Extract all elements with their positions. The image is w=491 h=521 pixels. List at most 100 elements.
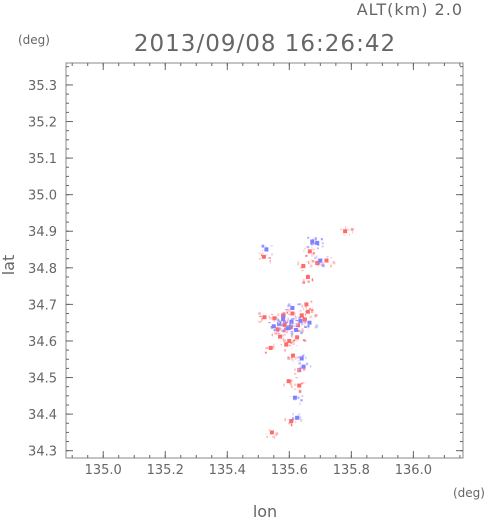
echo-speckle [274, 331, 277, 335]
echo-speckle [312, 259, 315, 263]
echo-speckle [301, 306, 304, 309]
echo-speckle [295, 323, 298, 326]
echo-point [305, 309, 310, 314]
echo-speckle [305, 306, 307, 309]
echo-speckle [280, 323, 284, 327]
echo-speckle [268, 428, 271, 432]
echo-speckle [320, 264, 324, 266]
echo-speckle [299, 366, 303, 369]
echo-speckle [276, 330, 279, 333]
echo-point [287, 339, 292, 343]
echo-point [343, 229, 348, 234]
echo-speckle [291, 325, 293, 329]
echo-point [290, 306, 295, 310]
echo-point [318, 258, 323, 263]
echo-speckle [284, 349, 286, 352]
echo-speckle [300, 329, 303, 332]
echo-speckle [293, 317, 295, 321]
echo-speckle [298, 390, 302, 393]
echo-speckle [301, 304, 304, 307]
echo-speckle [310, 300, 313, 303]
echo-speckle [286, 317, 289, 320]
y-axis-label: lat [0, 255, 18, 276]
echo-speckle [300, 419, 303, 422]
y-tick-label: 35.3 [28, 79, 57, 94]
echo-speckle [309, 316, 312, 319]
echo-speckle [314, 237, 317, 241]
echo-speckle [314, 315, 316, 318]
y-tick-label: 35.2 [28, 116, 57, 131]
echo-speckle [276, 325, 278, 327]
echo-speckle [257, 320, 260, 323]
echo-speckle [307, 327, 309, 330]
echo-speckle [301, 269, 304, 272]
echo-speckle [284, 312, 287, 315]
data-points [257, 226, 354, 440]
echo-speckle [297, 329, 301, 332]
x-unit-label: (deg) [453, 486, 485, 500]
y-tick-label: 34.6 [28, 335, 57, 350]
echo-speckle [286, 319, 289, 323]
altitude-label: ALT(km) 2.0 [357, 0, 463, 19]
echo-speckle [299, 303, 301, 306]
echo-speckle [292, 340, 295, 343]
echo-speckle [278, 327, 282, 329]
echo-speckle [282, 329, 285, 333]
echo-speckle [261, 249, 263, 251]
echo-speckle [311, 242, 314, 246]
echo-point [295, 335, 300, 340]
echo-speckle [282, 314, 286, 318]
echo-speckle [287, 418, 290, 420]
y-tick-label: 34.4 [28, 408, 57, 423]
echo-speckle [332, 260, 335, 264]
echo-speckle [344, 226, 347, 229]
echo-speckle [301, 381, 305, 384]
echo-speckle [294, 373, 297, 375]
echo-speckle [347, 228, 350, 231]
echo-speckle [291, 332, 295, 336]
echo-speckle [311, 248, 315, 251]
echo-speckle [287, 305, 290, 308]
echo-speckle [274, 434, 278, 437]
x-tick-label: 135.8 [333, 463, 370, 478]
echo-speckle [275, 432, 279, 436]
x-tick-label: 136.0 [395, 463, 432, 478]
echo-speckle [298, 363, 301, 365]
echo-speckle [272, 343, 275, 346]
echo-speckle [287, 308, 291, 312]
echo-speckle [289, 328, 292, 330]
echo-speckle [317, 247, 319, 250]
echo-point [269, 430, 274, 435]
echo-point [286, 379, 291, 384]
echo-speckle [289, 396, 292, 398]
x-tick-label: 135.4 [209, 463, 246, 478]
echo-speckle [295, 315, 296, 318]
echo-speckle [262, 252, 264, 254]
echo-speckle [314, 314, 318, 317]
echo-speckle [269, 261, 271, 264]
echo-speckle [288, 313, 290, 316]
echo-point [307, 249, 312, 254]
echo-point [305, 275, 310, 279]
echo-speckle [277, 321, 280, 324]
echo-speckle [289, 382, 292, 386]
echo-speckle [292, 412, 294, 416]
echo-speckle [311, 260, 315, 263]
echo-speckle [274, 320, 276, 323]
echo-point [294, 328, 299, 332]
echo-speckle [299, 402, 301, 406]
echo-speckle [270, 245, 273, 247]
echo-speckle [300, 365, 302, 368]
echo-speckle [283, 327, 286, 330]
y-tick-label: 34.9 [28, 225, 57, 240]
echo-speckle [306, 325, 309, 327]
echo-speckle [283, 333, 286, 337]
echo-speckle [258, 312, 261, 315]
echo-speckle [290, 333, 293, 334]
echo-speckle [280, 344, 282, 346]
echo-speckle [291, 318, 294, 320]
echo-speckle [281, 330, 284, 332]
echo-speckle [305, 382, 308, 384]
echo-speckle [321, 241, 324, 245]
echo-speckle [260, 316, 263, 319]
